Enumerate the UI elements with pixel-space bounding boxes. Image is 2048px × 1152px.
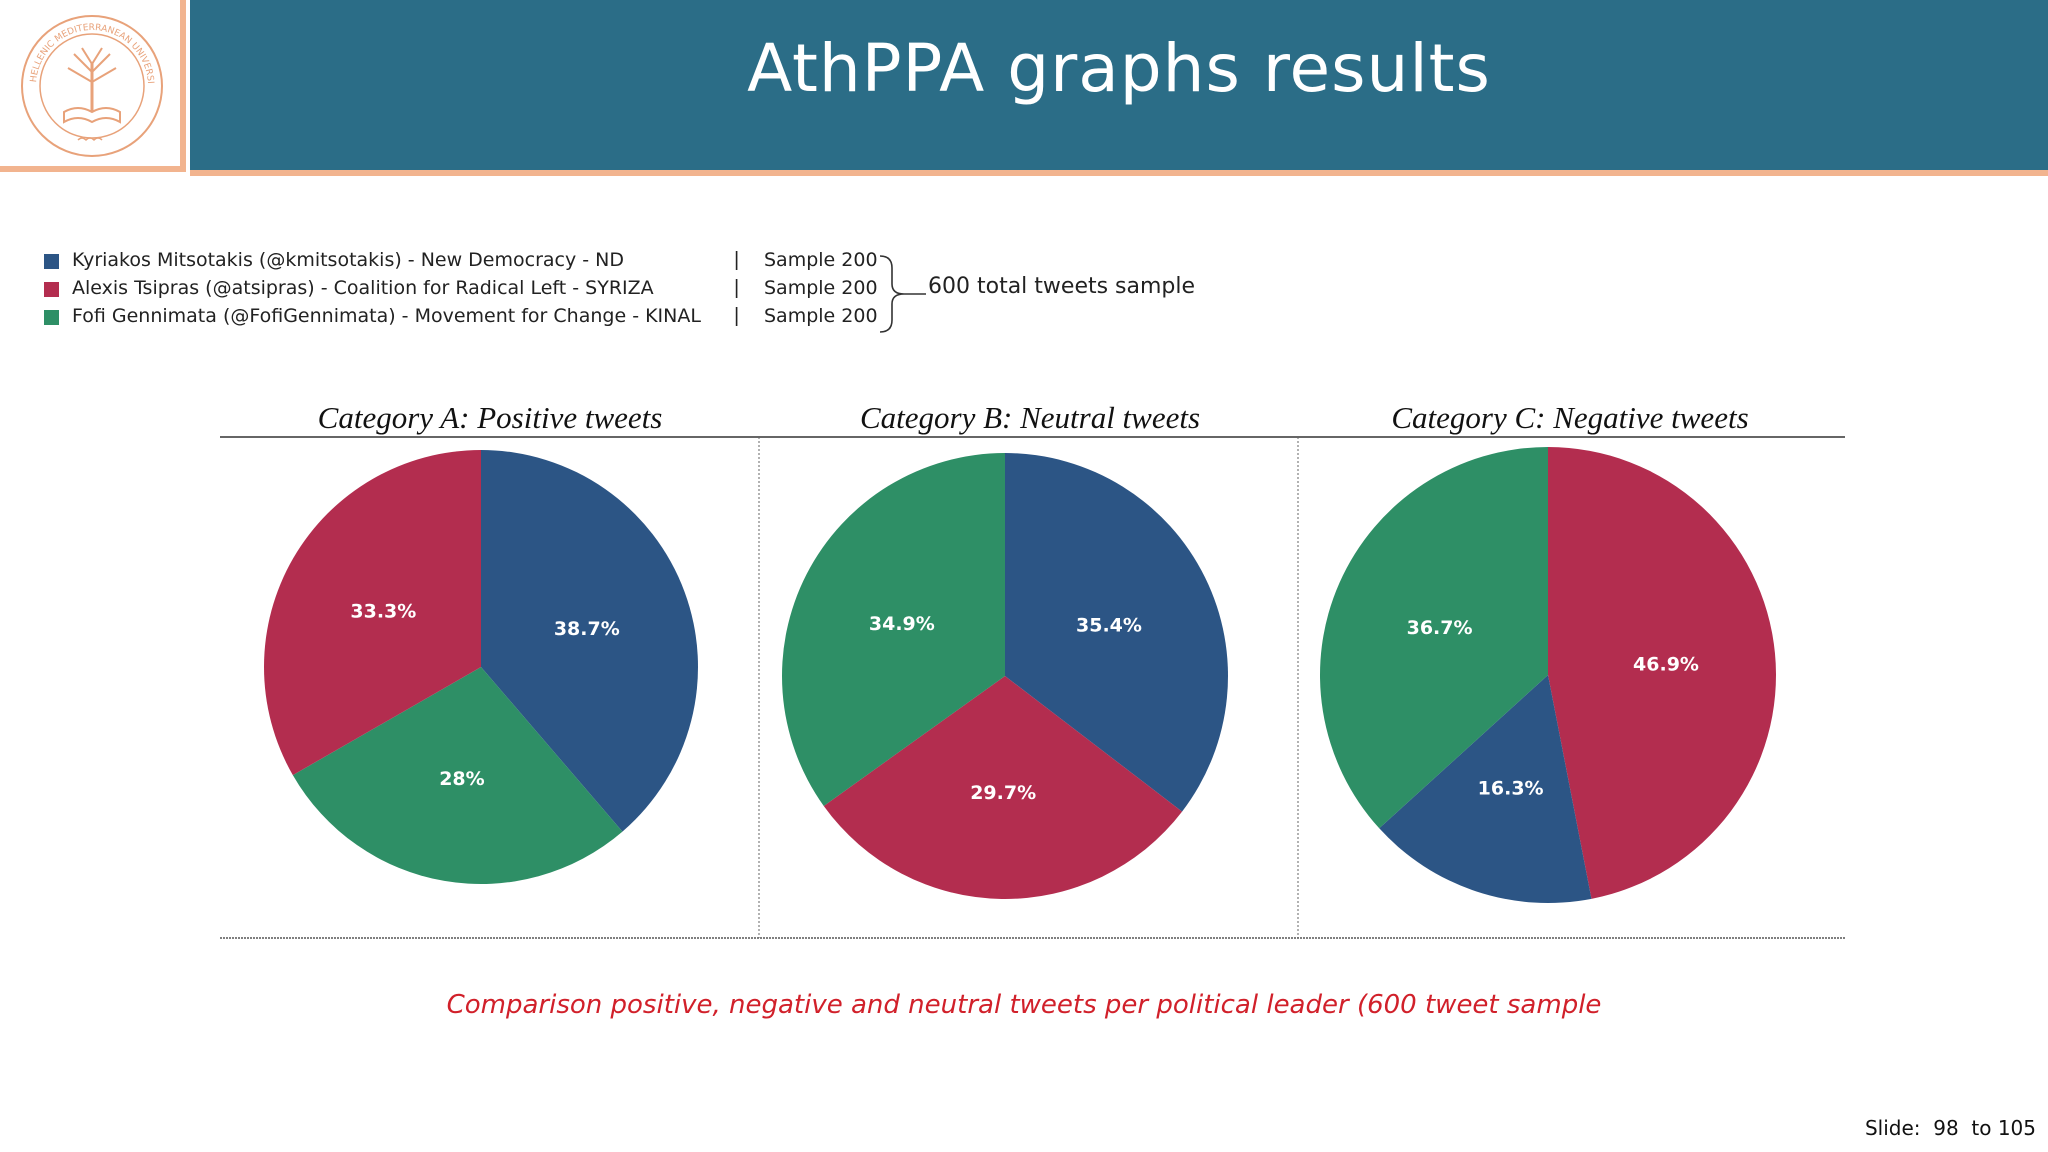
pie-slice-fofi-gennimata	[1320, 447, 1548, 829]
total-sample-label: 600 total tweets sample	[928, 274, 1196, 299]
curly-brace-icon	[879, 255, 926, 333]
legend-sample: Sample 200	[764, 277, 878, 299]
pie-slice-alexis-tsipras	[1548, 447, 1776, 899]
legend-separator: |	[734, 305, 740, 327]
pie-slice-label: 28%	[439, 768, 484, 790]
legend-separator: |	[734, 249, 740, 271]
legend-label: Alexis Tsipras (@atsipras) - Coalition f…	[72, 277, 654, 299]
pie-slice-kyriakos-mitsotakis	[1379, 675, 1592, 903]
pie-slice-label: 33.3%	[350, 600, 416, 622]
pie-slice-kyriakos-mitsotakis	[1005, 453, 1228, 812]
pie-chart-negative: 46.9% 16.3% 36.7%	[1320, 447, 1776, 903]
pie-slice-alexis-tsipras	[823, 676, 1183, 899]
pie-slice-label: 36.7%	[1407, 617, 1473, 639]
pie-slice-alexis-tsipras	[264, 449, 481, 776]
legend-swatch	[44, 254, 59, 269]
pie-chart-neutral: 35.4% 29.7% 34.9%	[782, 453, 1228, 899]
pie-slice-label: 38.7%	[554, 618, 620, 640]
pie-slice-label: 35.4%	[1076, 615, 1142, 637]
legend-sample: Sample 200	[764, 305, 878, 327]
legend-swatch	[44, 282, 59, 297]
title-bar: AthPPA graphs results	[190, 0, 2048, 176]
figure-caption: Comparison positive, negative and neutra…	[446, 990, 1602, 1020]
pie-slice-label: 46.9%	[1633, 654, 1699, 676]
pie-chart-positive: 38.7% 28% 33.3%	[264, 449, 698, 885]
legend-separator: |	[734, 277, 740, 299]
pie-slice-fofi-gennimata	[292, 667, 623, 885]
university-logo-box: HELLENIC MEDITERRANEAN UNIVERSITY	[0, 0, 186, 172]
legend-label: Kyriakos Mitsotakis (@kmitsotakis) - New…	[72, 249, 625, 271]
chart-b-title: Category B: Neutral tweets	[860, 400, 1200, 435]
chart-c-title: Category C: Negative tweets	[1391, 400, 1748, 435]
pie-slice-label: 34.9%	[869, 613, 935, 635]
pie-slice-label: 29.7%	[970, 782, 1036, 804]
pie-slice-fofi-gennimata	[782, 453, 1005, 806]
legend-sample: Sample 200	[764, 249, 878, 271]
university-seal-icon: HELLENIC MEDITERRANEAN UNIVERSITY	[18, 12, 163, 157]
pie-slice-label: 16.3%	[1478, 778, 1544, 800]
pie-slice-kyriakos-mitsotakis	[481, 450, 698, 832]
slide-number: Slide: 98 to 105	[1864, 1116, 2036, 1140]
chart-a-title: Category A: Positive tweets	[318, 400, 663, 435]
legend-label: Fofi Gennimata (@FofiGennimata) - Moveme…	[72, 305, 701, 327]
slide-title: AthPPA graphs results	[747, 30, 1491, 107]
legend-swatch	[44, 310, 59, 325]
